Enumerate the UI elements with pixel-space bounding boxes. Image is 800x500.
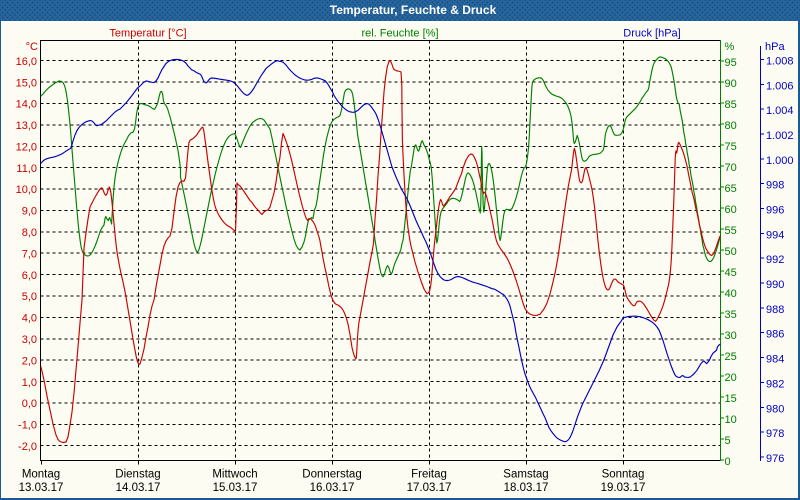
svg-text:11,0: 11,0 <box>16 163 37 175</box>
svg-text:10: 10 <box>725 414 737 426</box>
svg-text:Samstag: Samstag <box>503 468 548 480</box>
svg-text:35: 35 <box>725 309 737 321</box>
svg-text:°C: °C <box>26 41 38 53</box>
svg-text:0,0: 0,0 <box>22 398 37 410</box>
svg-text:Sonntag: Sonntag <box>602 468 645 480</box>
svg-text:90: 90 <box>725 78 737 90</box>
svg-text:16,0: 16,0 <box>16 56 37 68</box>
svg-text:20: 20 <box>725 372 737 384</box>
svg-text:19.03.17: 19.03.17 <box>601 482 646 494</box>
svg-text:15.03.17: 15.03.17 <box>213 482 258 494</box>
svg-text:6,0: 6,0 <box>22 270 37 282</box>
svg-text:70: 70 <box>725 162 737 174</box>
svg-text:10,0: 10,0 <box>16 184 37 196</box>
svg-text:4,0: 4,0 <box>22 313 37 325</box>
svg-text:8,0: 8,0 <box>22 227 37 239</box>
svg-text:Donnerstag: Donnerstag <box>302 468 361 480</box>
svg-text:986: 986 <box>766 329 784 341</box>
svg-text:982: 982 <box>766 378 784 390</box>
svg-text:30: 30 <box>725 330 737 342</box>
svg-text:5,0: 5,0 <box>22 291 37 303</box>
svg-text:9,0: 9,0 <box>22 206 37 218</box>
svg-text:-2,0: -2,0 <box>18 441 37 453</box>
svg-text:55: 55 <box>725 225 737 237</box>
svg-text:1.004: 1.004 <box>766 105 794 117</box>
svg-text:13.03.17: 13.03.17 <box>19 482 64 494</box>
svg-text:Temperatur [°C]: Temperatur [°C] <box>109 28 186 40</box>
svg-text:17.03.17: 17.03.17 <box>407 482 452 494</box>
svg-text:25: 25 <box>725 351 737 363</box>
svg-text:14.03.17: 14.03.17 <box>116 482 161 494</box>
svg-text:18.03.17: 18.03.17 <box>504 482 549 494</box>
svg-text:12,0: 12,0 <box>16 142 37 154</box>
svg-text:80: 80 <box>725 120 737 132</box>
svg-text:85: 85 <box>725 99 737 111</box>
svg-text:994: 994 <box>766 229 784 241</box>
svg-text:1.002: 1.002 <box>766 130 794 142</box>
svg-text:14,0: 14,0 <box>16 99 37 111</box>
svg-text:75: 75 <box>725 141 737 153</box>
svg-text:7,0: 7,0 <box>22 248 37 260</box>
svg-text:Druck [hPa]: Druck [hPa] <box>623 28 680 40</box>
svg-text:990: 990 <box>766 279 784 291</box>
svg-text:1,0: 1,0 <box>22 377 37 389</box>
svg-text:998: 998 <box>766 180 784 192</box>
svg-text:1.000: 1.000 <box>766 155 794 167</box>
svg-text:45: 45 <box>725 267 737 279</box>
svg-text:16.03.17: 16.03.17 <box>310 482 355 494</box>
svg-text:%: % <box>725 41 735 53</box>
svg-text:978: 978 <box>766 428 784 440</box>
svg-text:992: 992 <box>766 254 784 266</box>
svg-text:Montag: Montag <box>22 468 60 480</box>
svg-text:65: 65 <box>725 183 737 195</box>
svg-text:980: 980 <box>766 403 784 415</box>
svg-text:13,0: 13,0 <box>16 120 37 132</box>
svg-text:1.008: 1.008 <box>766 56 794 68</box>
svg-text:hPa: hPa <box>765 41 785 53</box>
svg-text:40: 40 <box>725 288 737 300</box>
svg-text:2,0: 2,0 <box>22 355 37 367</box>
svg-text:5: 5 <box>725 435 731 447</box>
svg-text:3,0: 3,0 <box>22 334 37 346</box>
svg-text:95: 95 <box>725 57 737 69</box>
svg-text:Dienstag: Dienstag <box>115 468 160 480</box>
svg-text:Mittwoch: Mittwoch <box>212 468 257 480</box>
svg-text:15: 15 <box>725 393 737 405</box>
svg-text:984: 984 <box>766 354 784 366</box>
svg-text:0: 0 <box>725 456 731 468</box>
svg-text:976: 976 <box>766 453 784 465</box>
svg-text:1.006: 1.006 <box>766 80 794 92</box>
svg-text:988: 988 <box>766 304 784 316</box>
svg-text:rel. Feuchte [%]: rel. Feuchte [%] <box>361 28 438 40</box>
svg-text:996: 996 <box>766 205 784 217</box>
svg-text:-1,0: -1,0 <box>18 420 37 432</box>
svg-text:50: 50 <box>725 246 737 258</box>
svg-text:60: 60 <box>725 204 737 216</box>
svg-text:15,0: 15,0 <box>16 77 37 89</box>
svg-text:Freitag: Freitag <box>411 468 447 480</box>
